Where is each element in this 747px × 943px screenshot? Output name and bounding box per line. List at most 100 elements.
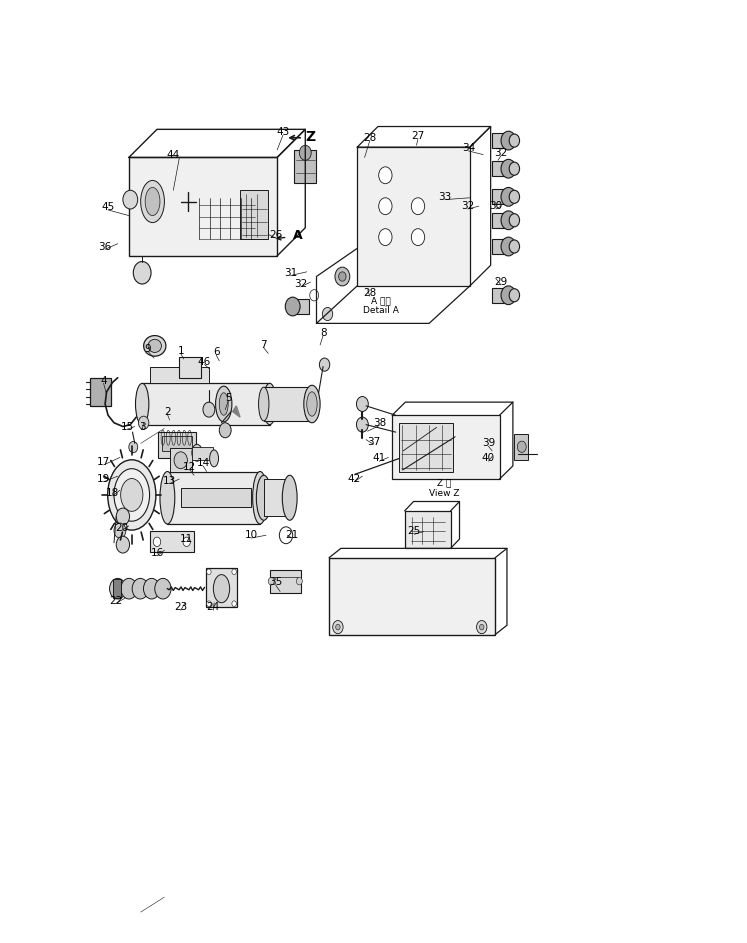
Bar — [192, 447, 213, 460]
Bar — [294, 150, 317, 183]
Text: 32: 32 — [294, 279, 308, 289]
Circle shape — [297, 577, 303, 585]
Text: 12: 12 — [183, 462, 196, 472]
Text: 2: 2 — [164, 406, 171, 417]
Circle shape — [155, 578, 171, 599]
Bar — [515, 434, 527, 460]
Bar — [264, 388, 312, 421]
Bar — [240, 190, 268, 239]
Circle shape — [412, 229, 424, 245]
Bar — [113, 579, 122, 598]
Text: 11: 11 — [180, 534, 193, 544]
Bar — [128, 157, 277, 256]
Text: 40: 40 — [482, 454, 495, 463]
Circle shape — [412, 198, 424, 215]
Text: 24: 24 — [207, 603, 220, 612]
Ellipse shape — [108, 460, 156, 530]
Text: 8: 8 — [320, 328, 326, 338]
Ellipse shape — [145, 188, 160, 216]
Bar — [492, 239, 509, 254]
Circle shape — [477, 620, 487, 634]
Text: 9: 9 — [145, 343, 152, 354]
Ellipse shape — [135, 384, 149, 424]
Ellipse shape — [121, 478, 143, 511]
Bar — [206, 568, 237, 607]
Bar — [270, 570, 301, 593]
Bar — [158, 432, 196, 458]
Text: 22: 22 — [109, 596, 122, 605]
Text: 33: 33 — [438, 191, 451, 202]
Text: 13: 13 — [163, 476, 176, 486]
Circle shape — [356, 396, 368, 411]
Circle shape — [110, 578, 125, 599]
Bar — [264, 479, 290, 517]
Text: 44: 44 — [167, 150, 180, 159]
Text: A: A — [293, 229, 303, 241]
Text: 1: 1 — [177, 345, 184, 356]
Ellipse shape — [252, 472, 267, 524]
Text: 28: 28 — [363, 133, 376, 142]
Circle shape — [320, 358, 329, 372]
Bar — [181, 488, 251, 507]
Text: 42: 42 — [347, 474, 361, 484]
Text: 46: 46 — [198, 356, 211, 367]
Circle shape — [132, 578, 149, 599]
Bar — [392, 415, 500, 479]
Circle shape — [117, 508, 129, 525]
Text: 14: 14 — [196, 458, 210, 468]
Text: 43: 43 — [276, 127, 290, 137]
Text: 27: 27 — [412, 131, 424, 141]
Ellipse shape — [216, 387, 232, 422]
Circle shape — [153, 538, 161, 547]
Text: 26: 26 — [269, 230, 282, 240]
Circle shape — [123, 190, 137, 209]
Circle shape — [379, 229, 392, 245]
Circle shape — [114, 523, 125, 538]
Ellipse shape — [256, 475, 271, 521]
Ellipse shape — [307, 392, 317, 416]
Text: 21: 21 — [285, 530, 299, 540]
Text: 28: 28 — [363, 289, 376, 298]
Circle shape — [501, 211, 516, 230]
Text: Z: Z — [306, 130, 315, 144]
Circle shape — [133, 261, 151, 284]
Bar — [162, 436, 192, 451]
Circle shape — [285, 297, 300, 316]
Ellipse shape — [304, 386, 320, 422]
Bar — [492, 190, 509, 205]
Circle shape — [300, 145, 311, 160]
Text: 29: 29 — [495, 277, 508, 287]
Bar — [149, 532, 194, 552]
Ellipse shape — [143, 336, 166, 356]
Text: 30: 30 — [489, 201, 503, 211]
Text: 6: 6 — [213, 347, 220, 357]
Text: Z 矢
View Z: Z 矢 View Z — [430, 479, 460, 498]
Text: 7: 7 — [261, 339, 267, 350]
Text: 15: 15 — [121, 422, 134, 432]
Circle shape — [356, 417, 368, 432]
Text: 25: 25 — [408, 526, 421, 537]
Ellipse shape — [140, 180, 164, 223]
Circle shape — [128, 441, 137, 453]
Circle shape — [501, 188, 516, 207]
Bar — [149, 367, 209, 384]
Bar — [492, 133, 509, 148]
Circle shape — [220, 422, 231, 438]
Text: 32: 32 — [495, 148, 508, 157]
Bar — [142, 384, 270, 424]
Circle shape — [121, 578, 137, 599]
Circle shape — [207, 569, 211, 574]
Text: 16: 16 — [150, 548, 164, 558]
Text: 35: 35 — [269, 577, 282, 587]
Text: 39: 39 — [482, 438, 495, 448]
Circle shape — [207, 601, 211, 606]
Ellipse shape — [263, 384, 276, 424]
Circle shape — [379, 167, 392, 184]
Circle shape — [138, 416, 149, 429]
Circle shape — [279, 527, 293, 544]
Circle shape — [183, 538, 190, 547]
Circle shape — [323, 307, 332, 321]
Bar — [179, 357, 202, 378]
Bar — [405, 511, 450, 549]
Text: 45: 45 — [102, 202, 115, 212]
